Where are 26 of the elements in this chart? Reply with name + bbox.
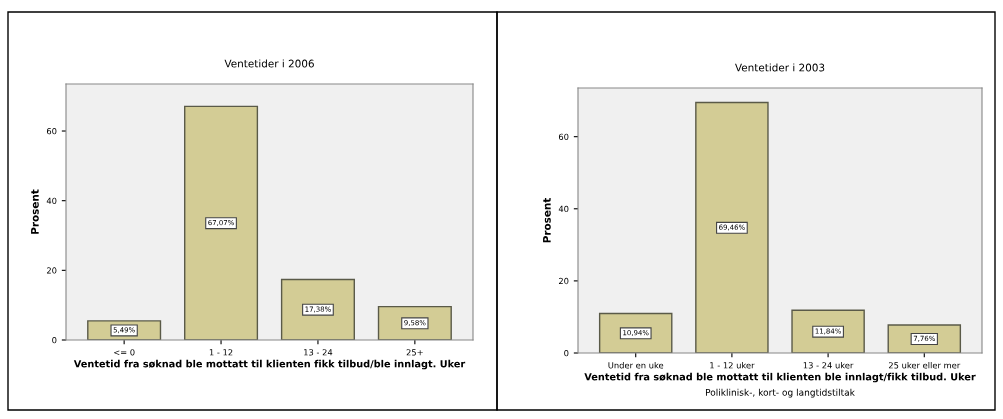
- y-tick-label: 40: [558, 205, 569, 213]
- x-tick-label: <= 0: [114, 349, 135, 356]
- x-axis-title: Ventetid fra søknad ble mottatt til klienten fikk tilbud/ble innlagt. Uker: [73, 359, 466, 370]
- y-tick-label: 40: [46, 197, 57, 204]
- y-tick-label: 60: [46, 128, 57, 135]
- y-tick-label: 0: [52, 336, 57, 344]
- x-axis-title: Ventetid fra søknad ble mottatt til klienten ble innlagt/fikk tilbud. Uker: [584, 372, 976, 383]
- bar: [184, 105, 259, 340]
- bar: [280, 278, 355, 340]
- y-tick-label: 20: [558, 277, 569, 285]
- y-tick-label: 20: [46, 267, 57, 274]
- text: Poliklinisk-, kort- og langtidstiltak: [705, 388, 855, 398]
- chart-title: Ventetider i 2003: [735, 63, 825, 72]
- x-tick-label: 1 - 12: [209, 349, 233, 356]
- x-tick-label: 13 - 24: [304, 349, 333, 356]
- x-tick-label: 25+: [406, 349, 423, 356]
- x-tick-label: 13 - 24 uker: [803, 362, 854, 369]
- y-tick-label: 60: [558, 133, 569, 140]
- x-tick-label: 25 uker eller mer: [888, 362, 961, 369]
- y-axis-title: Prosent: [31, 189, 39, 234]
- x-tick-label: Under en uke: [608, 362, 664, 369]
- chart-title: Ventetider i 2006: [224, 59, 314, 68]
- x-tick-label: 1 - 12 uker: [710, 362, 755, 369]
- y-tick-label: 0: [564, 349, 569, 357]
- y-axis-title: Prosent: [543, 197, 551, 243]
- bar: [695, 101, 769, 353]
